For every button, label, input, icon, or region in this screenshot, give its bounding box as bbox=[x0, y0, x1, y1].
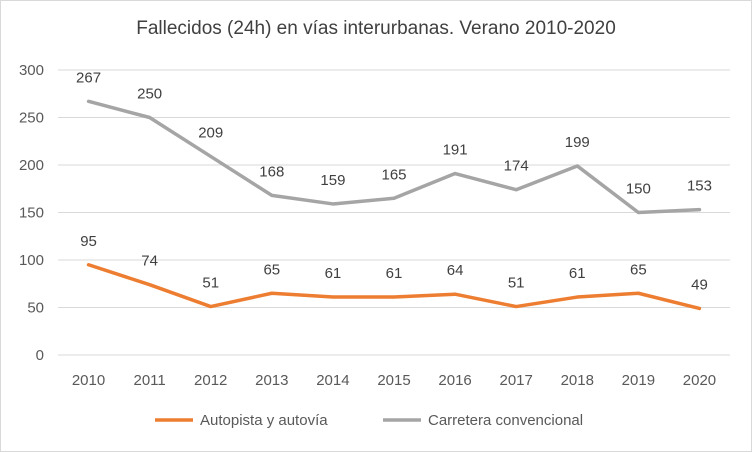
x-tick-label: 2014 bbox=[316, 372, 349, 389]
data-label: 174 bbox=[504, 158, 529, 175]
legend-label: Autopista y autovía bbox=[200, 412, 328, 429]
data-label: 159 bbox=[320, 172, 345, 189]
data-label: 64 bbox=[447, 262, 464, 279]
data-label: 61 bbox=[569, 265, 586, 282]
data-label: 150 bbox=[626, 181, 651, 198]
data-label: 168 bbox=[259, 163, 284, 180]
legend-label: Carretera convencional bbox=[428, 412, 583, 429]
y-tick-label: 100 bbox=[19, 252, 44, 269]
x-tick-label: 2015 bbox=[377, 372, 410, 389]
data-labels: 95 74 51 65 61 61 64 51 61 65 49 267 250 209 168 159 165… bbox=[76, 69, 712, 293]
data-label: 165 bbox=[381, 166, 406, 183]
data-label: 61 bbox=[325, 265, 342, 282]
legend: Autopista y autovía Carretera convenciona… bbox=[155, 412, 583, 429]
data-label: 95 bbox=[80, 233, 97, 250]
series-lines bbox=[86, 99, 702, 311]
series-line-1 bbox=[86, 99, 702, 215]
y-tick-label: 50 bbox=[27, 300, 44, 317]
x-tick-label: 2013 bbox=[255, 372, 288, 389]
y-axis-ticks: 0 50 100 150 200 250 300 bbox=[19, 62, 44, 364]
x-tick-label: 2019 bbox=[622, 372, 655, 389]
gridlines bbox=[58, 69, 730, 356]
x-tick-label: 2010 bbox=[72, 372, 105, 389]
data-label: 191 bbox=[443, 142, 468, 159]
y-tick-label: 200 bbox=[19, 157, 44, 174]
y-tick-label: 0 bbox=[36, 347, 44, 364]
data-label: 65 bbox=[630, 261, 647, 278]
x-tick-label: 2018 bbox=[561, 372, 594, 389]
y-tick-label: 300 bbox=[19, 62, 44, 79]
x-tick-label: 2016 bbox=[438, 372, 471, 389]
x-tick-label: 2020 bbox=[683, 372, 716, 389]
data-label: 51 bbox=[508, 275, 525, 292]
data-label: 65 bbox=[263, 261, 280, 278]
data-label: 153 bbox=[687, 178, 712, 195]
chart-title: Fallecidos (24h) en vías interurbanas. V… bbox=[136, 18, 616, 39]
data-label: 61 bbox=[386, 265, 403, 282]
x-axis-ticks: 2010 2011 2012 2013 2014 2015 2016 2017 2018 2019… bbox=[72, 372, 716, 389]
data-label: 267 bbox=[76, 69, 101, 86]
data-label: 209 bbox=[198, 124, 223, 141]
x-tick-label: 2017 bbox=[499, 372, 532, 389]
y-tick-label: 250 bbox=[19, 110, 44, 127]
x-tick-label: 2011 bbox=[134, 372, 166, 389]
data-label: 250 bbox=[137, 86, 162, 103]
data-label: 49 bbox=[691, 276, 708, 293]
data-label: 199 bbox=[565, 134, 590, 151]
x-tick-label: 2012 bbox=[194, 372, 227, 389]
data-label: 51 bbox=[202, 275, 219, 292]
data-label: 74 bbox=[141, 253, 158, 270]
y-tick-label: 150 bbox=[19, 205, 44, 222]
